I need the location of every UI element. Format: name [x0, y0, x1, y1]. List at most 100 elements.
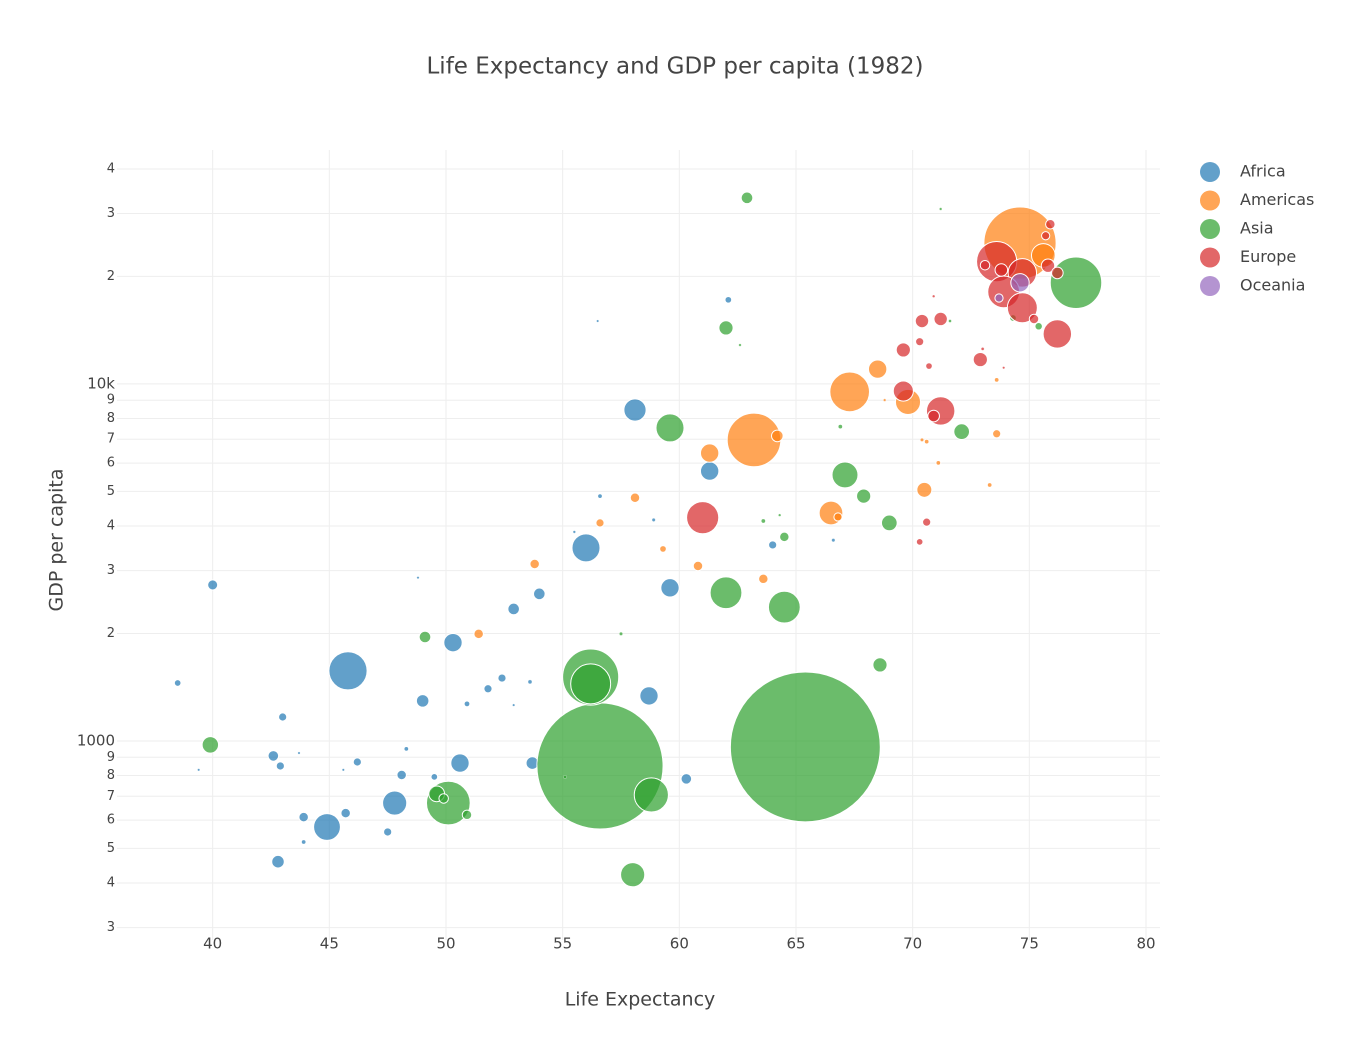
bubble — [1042, 319, 1073, 349]
bubble — [298, 811, 309, 823]
bubble — [473, 628, 484, 640]
bubble — [1049, 256, 1103, 310]
bubble — [867, 359, 888, 379]
bubble — [831, 461, 859, 489]
bubble — [778, 513, 782, 517]
bubble — [994, 263, 1009, 277]
y-tick-label: 5 — [107, 841, 115, 856]
bubble — [382, 790, 408, 816]
bubble — [497, 673, 507, 683]
bubble — [933, 311, 948, 327]
bubble — [1040, 258, 1056, 273]
bubble — [403, 746, 410, 752]
legend-label: Asia — [1240, 219, 1274, 238]
bubble — [856, 488, 872, 504]
x-tick-label: 55 — [553, 935, 572, 953]
bubble — [932, 294, 936, 298]
bubble — [709, 576, 743, 610]
x-tick-label: 65 — [786, 935, 805, 953]
bubble — [463, 700, 471, 708]
y-tick-label: 1000 — [77, 731, 115, 749]
bubble — [201, 736, 220, 754]
bubble — [992, 429, 1002, 439]
chart-title: Life Expectancy and GDP per capita (1982… — [426, 54, 923, 80]
bubble — [443, 632, 463, 653]
bubble — [699, 443, 720, 463]
bubble — [994, 293, 1004, 303]
bubble — [620, 862, 646, 888]
bubble — [760, 518, 767, 524]
grid: 40 45 50 55 60 65 70 75 80345678910002345678910k… — [77, 150, 1160, 953]
legend-marker — [1200, 162, 1220, 182]
bubble — [914, 313, 930, 329]
y-tick-label: 9 — [107, 393, 115, 408]
legend-marker — [1200, 247, 1220, 268]
bubble — [173, 679, 182, 687]
y-tick-label: 3 — [107, 206, 115, 221]
bubble — [383, 827, 393, 837]
bubble — [629, 492, 641, 503]
bubble — [527, 679, 533, 684]
bubble — [297, 751, 301, 755]
bubble — [883, 398, 887, 402]
bubble — [880, 514, 898, 532]
bubble — [450, 753, 470, 773]
bubble — [529, 558, 540, 570]
bubble — [483, 684, 493, 694]
bubble — [267, 750, 280, 762]
bubble — [352, 757, 362, 767]
bubble — [892, 380, 914, 402]
bubble — [1034, 322, 1043, 331]
bubble — [633, 777, 669, 813]
y-tick-label: 8 — [107, 411, 115, 426]
bubble — [724, 295, 733, 304]
bubble — [418, 630, 432, 644]
bubble — [512, 703, 516, 707]
bubble — [415, 694, 430, 708]
legend-marker — [1200, 219, 1220, 239]
bubble — [623, 398, 647, 422]
bubble — [572, 530, 576, 534]
bubble — [341, 768, 345, 772]
bubble — [972, 351, 988, 368]
bubble — [680, 773, 693, 785]
bubble — [438, 793, 449, 804]
legend-label: Europe — [1240, 247, 1296, 266]
bubble — [916, 481, 933, 498]
bubble — [1045, 219, 1056, 230]
y-tick-label: 4 — [107, 876, 115, 891]
bubble — [939, 207, 943, 211]
bubble — [837, 423, 844, 430]
bubble — [993, 377, 1000, 383]
bubble — [986, 482, 993, 488]
x-axis-title: Life Expectancy — [565, 989, 716, 1011]
plot-area — [173, 191, 1103, 888]
y-tick-label: 10k — [87, 374, 115, 392]
y-tick-label: 6 — [107, 456, 115, 471]
bubble — [660, 578, 680, 598]
bubble — [1006, 292, 1038, 324]
bubble — [740, 191, 754, 205]
x-tick-label: 45 — [320, 935, 339, 953]
bubble — [1041, 231, 1051, 241]
bubble — [430, 773, 439, 781]
bubble — [829, 371, 870, 413]
legend-label: Africa — [1240, 162, 1286, 181]
x-tick-label: 70 — [903, 935, 922, 953]
bubble — [197, 768, 201, 772]
bubble — [692, 560, 704, 572]
bubble — [872, 657, 888, 673]
bubble — [275, 761, 285, 771]
bubble — [923, 438, 930, 445]
bubble — [207, 579, 219, 591]
y-axis-title: GDP per capita — [46, 469, 68, 612]
bubble — [699, 461, 720, 481]
bubble — [915, 337, 925, 347]
bubble — [595, 518, 605, 528]
bubble — [328, 651, 368, 691]
bubble — [278, 712, 288, 722]
legend-label: Oceania — [1240, 276, 1305, 295]
bubble — [313, 813, 341, 841]
bubble — [619, 632, 623, 636]
y-tick-label: 2 — [107, 626, 115, 641]
